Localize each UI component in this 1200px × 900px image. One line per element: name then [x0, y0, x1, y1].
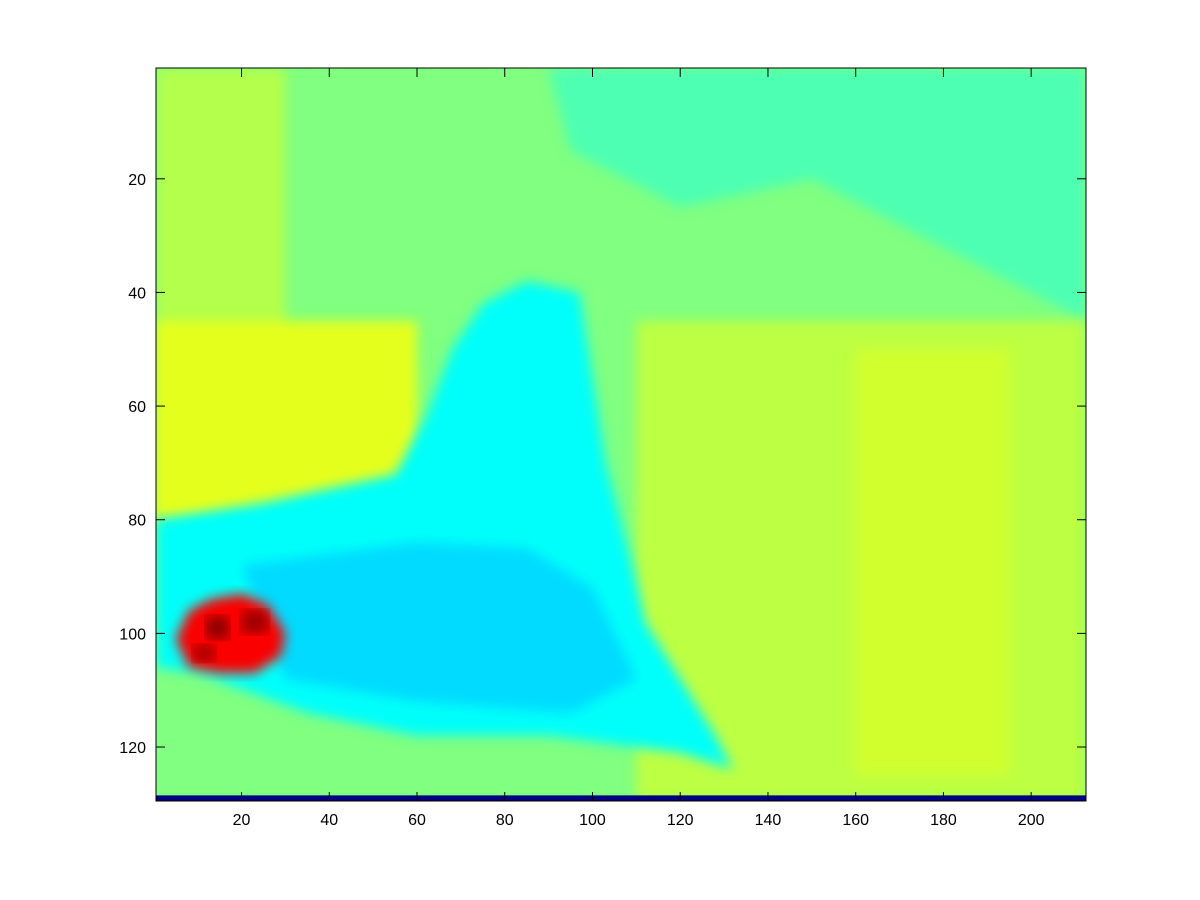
plot-area [156, 68, 1086, 801]
x-tick-label: 120 [667, 812, 694, 829]
y-tick-label: 20 [128, 172, 146, 189]
x-tick-label: 180 [930, 812, 957, 829]
x-tick-label: 200 [1018, 812, 1045, 829]
heatmap-region-left-mid [156, 320, 418, 520]
heatmap-region-right-band [855, 349, 1010, 776]
x-tick-label: 100 [579, 812, 606, 829]
y-tick-label: 60 [128, 399, 146, 416]
y-tick-label: 100 [119, 626, 146, 643]
y-axis: 20 40 60 80 100 120 [119, 172, 1086, 757]
x-tick-label: 20 [233, 812, 251, 829]
heatmap-region-top-right-cool [548, 68, 1086, 321]
heatmap-region-cyan-core [241, 542, 637, 713]
x-tick-label: 160 [842, 812, 869, 829]
heatmap-region-hot-core-3 [193, 644, 216, 662]
x-tick-label: 40 [320, 812, 338, 829]
x-axis: 20 40 60 80 100 120 140 160 180 200 [233, 68, 1045, 829]
heatmap-region-hot-core-1 [206, 616, 229, 640]
heatmap-regions [156, 68, 1086, 801]
y-tick-label: 120 [119, 740, 146, 757]
y-tick-label: 40 [128, 285, 146, 302]
x-tick-label: 140 [755, 812, 782, 829]
heatmap-region-bottom-row [156, 795, 1086, 801]
heatmap-region-hot-core-2 [241, 610, 268, 634]
x-tick-label: 60 [408, 812, 426, 829]
x-tick-label: 80 [496, 812, 514, 829]
plot-frame [155, 67, 1087, 802]
y-tick-label: 80 [128, 513, 146, 530]
